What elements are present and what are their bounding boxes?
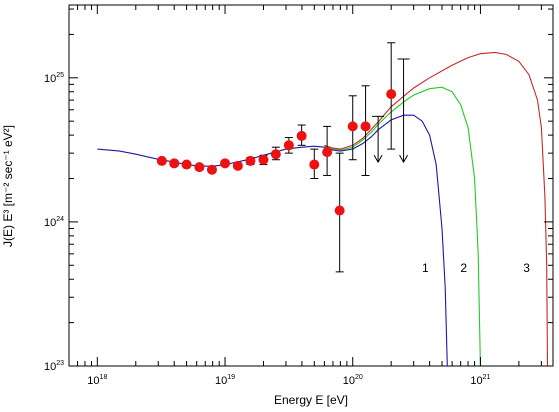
y-tick-label: 1023 [44,360,64,373]
data-point [347,121,358,132]
axis-ticks: 1018 1019 1020 1021 1023 1024 1025 [44,5,553,387]
data-point [194,162,205,173]
data-point [220,158,231,169]
y-tick-label: 1024 [44,216,64,229]
curve-label-2: 2 [460,261,467,275]
y-axis-label: J(E) E³ [m⁻² sec⁻¹ eV²] [1,125,15,247]
data-point [270,149,281,160]
data-point [232,160,243,171]
curve-label-3: 3 [523,261,530,275]
x-tick-label: 1021 [470,374,490,387]
plot-area [68,4,554,367]
data-point [334,205,345,216]
data-points [156,89,397,216]
upper-limit-arrow [399,154,408,164]
upper-limit-arrow [373,154,383,164]
x-axis-label: Energy E [eV] [274,393,348,407]
x-tick-label: 1020 [343,374,363,387]
x-tick-label: 1019 [215,374,235,387]
x-tick-label: 1018 [87,374,107,387]
curve-label-1: 1 [422,261,429,275]
data-point [181,159,192,170]
data-point [283,140,294,151]
data-point [322,147,333,158]
data-point [309,159,320,170]
model-curve-2 [324,86,481,367]
data-point [360,121,371,132]
data-point [156,155,167,166]
curve-labels: 1 2 3 [422,261,530,275]
data-point [245,155,256,166]
upper-limits [372,58,410,164]
data-point [386,89,397,100]
y-tick-label: 1025 [44,72,64,85]
model-curve-3 [324,51,549,367]
data-point [206,164,217,175]
data-point [296,130,307,141]
data-point [169,158,180,169]
data-point [258,154,269,165]
